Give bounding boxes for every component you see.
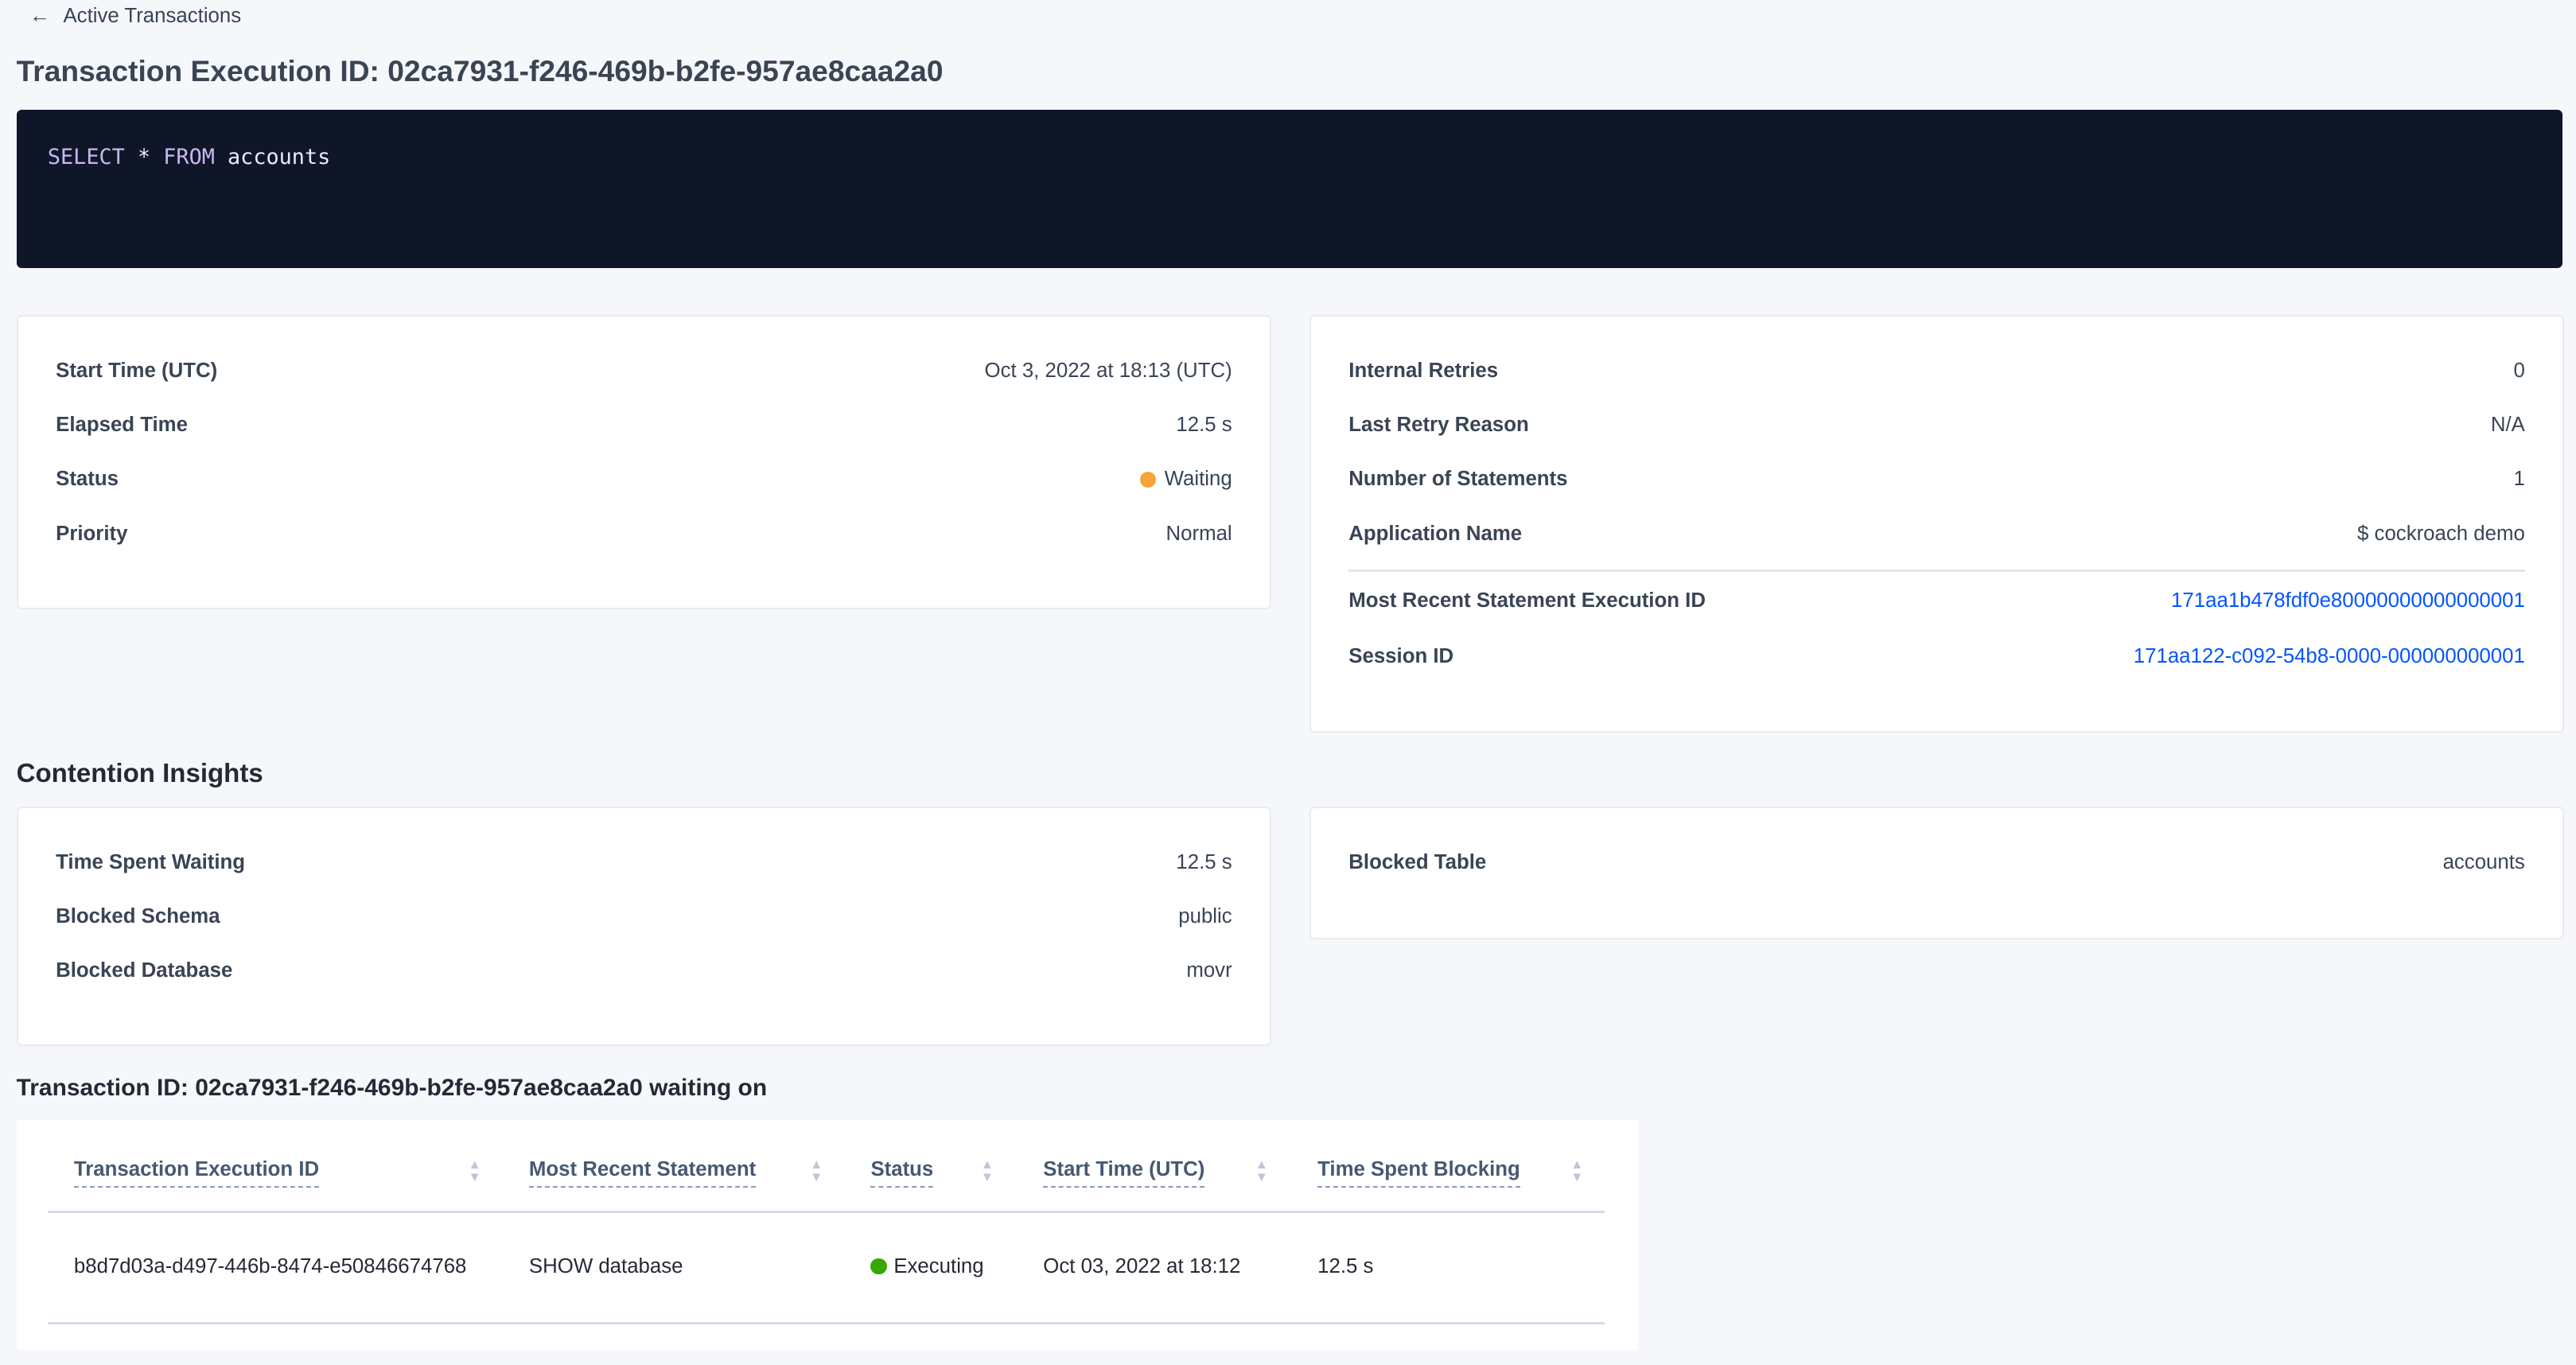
column-header-most-recent-statement[interactable]: Most Recent Statement bbox=[528, 1158, 757, 1188]
sql-keyword: SELECT bbox=[47, 144, 125, 169]
waiting-table bbox=[16, 1120, 1638, 1351]
summary-row: Application Name $ cockroach demo bbox=[1348, 523, 2525, 546]
cell-start-time: Oct 03, 2022 at 18:12 bbox=[1043, 1254, 1241, 1278]
sql-table: accounts bbox=[228, 144, 331, 169]
row-label: Elapsed Time bbox=[56, 414, 188, 437]
row-label: Internal Retries bbox=[1348, 360, 1499, 383]
contention-row: Blocked Database movr bbox=[56, 959, 1232, 982]
row-label: Priority bbox=[56, 522, 128, 545]
row-label: Most Recent Statement Execution ID bbox=[1348, 589, 1706, 612]
row-label: Application Name bbox=[1348, 522, 1523, 545]
row-value: 12.5 s bbox=[1176, 850, 1232, 873]
summary-row: Last Retry Reason N/A bbox=[1348, 414, 2525, 437]
row-value: public bbox=[1178, 904, 1232, 928]
row-value: 12.5 s bbox=[1176, 414, 1232, 437]
summary-row: Internal Retries 0 bbox=[1348, 360, 2525, 383]
column-header-time-spent-blocking[interactable]: Time Spent Blocking bbox=[1317, 1158, 1520, 1188]
statement-execution-id-link[interactable]: 171aa1b478fdf0e80000000000000001 bbox=[2171, 589, 2525, 612]
cell-statement: SHOW database bbox=[528, 1254, 683, 1278]
cell-time-spent-blocking: 12.5 s bbox=[1317, 1254, 1374, 1278]
row-value: accounts bbox=[2442, 850, 2525, 873]
contention-row: Blocked Schema public bbox=[56, 905, 1232, 928]
summary-row: Session ID 171aa122-c092-54b8-0000-000000… bbox=[1348, 645, 2525, 668]
sort-icon[interactable]: ▲ ▼ bbox=[1570, 1156, 1584, 1185]
row-value: N/A bbox=[2490, 414, 2525, 437]
status-dot-icon bbox=[1139, 471, 1157, 488]
breadcrumb-back-link[interactable]: ← Active Transactions bbox=[29, 5, 241, 28]
row-divider bbox=[47, 1322, 1605, 1325]
session-id-link[interactable]: 171aa122-c092-54b8-0000-000000000001 bbox=[2133, 645, 2525, 668]
sort-icon[interactable]: ▲ ▼ bbox=[468, 1156, 481, 1185]
contention-row: Time Spent Waiting 12.5 s bbox=[56, 851, 1232, 874]
summary-card-right: Internal Retries 0 Last Retry Reason N/A N… bbox=[1309, 315, 2565, 733]
row-value: 1 bbox=[2513, 468, 2525, 491]
header-divider bbox=[47, 1210, 1605, 1213]
status-text: Waiting bbox=[1164, 468, 1232, 491]
row-label: Blocked Database bbox=[56, 959, 233, 982]
waiting-on-heading: Transaction ID: 02ca7931-f246-469b-b2fe-… bbox=[16, 1074, 768, 1101]
row-label: Blocked Table bbox=[1348, 850, 1487, 873]
row-label: Time Spent Waiting bbox=[56, 850, 246, 873]
row-label: Session ID bbox=[1348, 645, 1454, 668]
breadcrumb-label: Active Transactions bbox=[63, 5, 242, 28]
summary-row: Most Recent Statement Execution ID 171aa1… bbox=[1348, 589, 2525, 612]
sort-icon[interactable]: ▲ ▼ bbox=[1255, 1156, 1269, 1185]
contention-heading: Contention Insights bbox=[16, 759, 263, 789]
contention-card-right: Blocked Table accounts bbox=[1309, 806, 2565, 940]
sort-icon[interactable]: ▲ ▼ bbox=[810, 1156, 823, 1185]
summary-row: Status Waiting bbox=[56, 468, 1232, 491]
summary-card-left: Start Time (UTC) Oct 3, 2022 at 18:13 (UT… bbox=[16, 315, 1272, 609]
row-value: 0 bbox=[2513, 360, 2525, 383]
summary-row: Priority Normal bbox=[56, 523, 1232, 546]
divider bbox=[1348, 570, 2525, 572]
sort-icon[interactable]: ▲ ▼ bbox=[980, 1156, 994, 1185]
status-badge: Waiting bbox=[1139, 468, 1232, 491]
row-label: Last Retry Reason bbox=[1348, 414, 1529, 437]
row-value: $ cockroach demo bbox=[2357, 522, 2525, 545]
page-title: Transaction Execution ID: 02ca7931-f246-… bbox=[16, 54, 944, 88]
status-dot-icon bbox=[870, 1258, 888, 1275]
row-value: Normal bbox=[1165, 522, 1232, 545]
row-value: Oct 3, 2022 at 18:13 (UTC) bbox=[984, 360, 1232, 383]
summary-row: Number of Statements 1 bbox=[1348, 468, 2525, 491]
row-label: Status bbox=[56, 468, 119, 491]
sql-star: * bbox=[137, 144, 151, 169]
summary-row: Elapsed Time 12.5 s bbox=[56, 414, 1232, 437]
column-header-status[interactable]: Status bbox=[870, 1158, 934, 1188]
sql-keyword: FROM bbox=[163, 144, 215, 169]
contention-card-left: Time Spent Waiting 12.5 s Blocked Schema p… bbox=[16, 806, 1272, 1047]
status-text: Executing bbox=[893, 1254, 984, 1278]
row-value: movr bbox=[1186, 959, 1232, 982]
sql-code-block: SELECT * FROM accounts bbox=[16, 110, 2563, 268]
column-header-transaction-execution-id[interactable]: Transaction Execution ID bbox=[73, 1158, 320, 1188]
row-label: Blocked Schema bbox=[56, 904, 220, 928]
column-header-start-time[interactable]: Start Time (UTC) bbox=[1043, 1158, 1205, 1188]
cell-status: Executing bbox=[870, 1254, 984, 1278]
row-label: Number of Statements bbox=[1348, 468, 1568, 491]
row-label: Start Time (UTC) bbox=[56, 360, 218, 383]
arrow-left-icon: ← bbox=[29, 5, 50, 28]
cell-transaction-execution-id: b8d7d03a-d497-446b-8474-e50846674768 bbox=[73, 1254, 467, 1278]
contention-row: Blocked Table accounts bbox=[1348, 851, 2525, 874]
summary-row: Start Time (UTC) Oct 3, 2022 at 18:13 (UT… bbox=[56, 360, 1232, 383]
